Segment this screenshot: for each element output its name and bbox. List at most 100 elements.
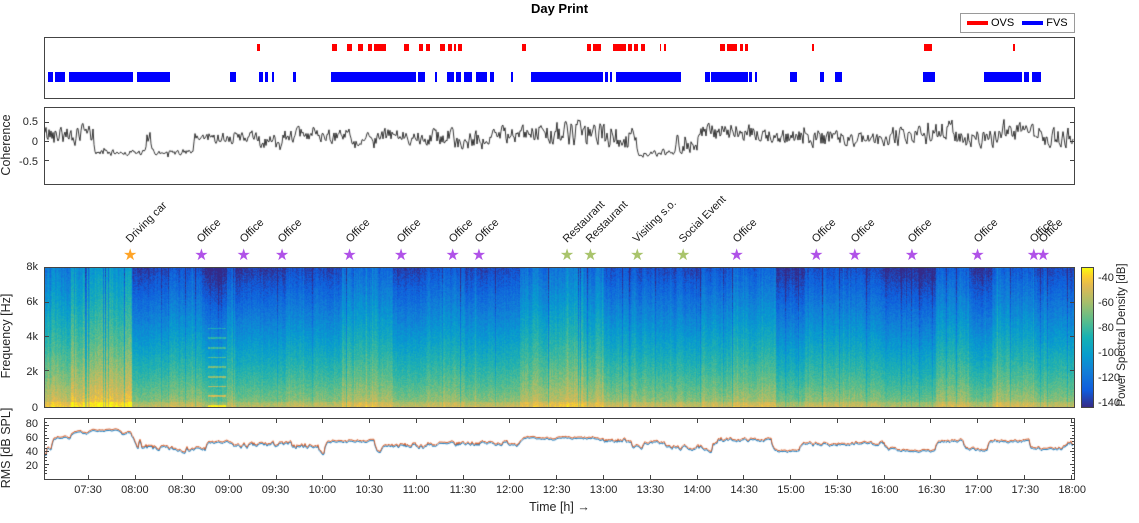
event-mark-ovs: [586, 44, 592, 51]
event-mark-fvs: [272, 72, 275, 82]
y-tick-label: 80: [25, 418, 38, 431]
x-tick: [790, 475, 792, 479]
y-tick: [1070, 336, 1074, 337]
x-tick-label: 12:30: [542, 484, 571, 496]
event-mark-fvs: [705, 72, 711, 82]
event-mark-ovs: [659, 44, 662, 51]
y-minor-tick: [45, 428, 47, 430]
y-tick: [45, 140, 49, 142]
annotation-label: Office: [446, 216, 476, 246]
y-tick: [1070, 121, 1074, 123]
x-tick-label: 12:00: [496, 484, 524, 496]
annotation-star-icon: ★: [847, 247, 862, 264]
x-tick: [1023, 475, 1025, 479]
annotation-label: Office: [275, 216, 305, 246]
x-tick: [415, 475, 417, 479]
y-tick: [1070, 370, 1074, 372]
y-minor-tick: [1072, 434, 1074, 436]
spectrogram-panel: [44, 267, 1075, 408]
annotation-star-icon: ★: [676, 247, 691, 264]
annotation-star-icon: ★: [471, 247, 487, 264]
y-minor-tick: [45, 457, 47, 459]
x-tick: [1070, 419, 1072, 423]
annotation-star-icon: ★: [729, 247, 744, 264]
event-mark-ovs: [612, 44, 617, 51]
x-tick: [743, 419, 745, 423]
time-axis-label: Time [h] →: [529, 500, 590, 514]
event-mark-ovs: [358, 44, 364, 51]
x-tick-label: 14:00: [683, 484, 712, 496]
legend-item-ovs: OVS: [967, 17, 1014, 29]
event-mark-fvs: [331, 72, 417, 82]
coherence-panel: [44, 107, 1075, 185]
y-minor-tick: [1072, 428, 1074, 430]
x-tick-label: 09:30: [261, 484, 290, 496]
x-tick: [836, 475, 838, 479]
y-minor-tick: [1072, 447, 1074, 449]
x-tick: [696, 419, 698, 423]
x-tick-label: 11:30: [449, 484, 477, 496]
x-tick: [135, 419, 137, 423]
event-mark-fvs: [455, 72, 462, 82]
y-tick: [45, 450, 49, 452]
annotation-star-icon: ★: [630, 247, 645, 264]
event-mark-fvs: [418, 72, 425, 82]
y-tick-label: 2k: [26, 366, 38, 379]
annotation-star-icon: ★: [123, 247, 138, 264]
annotation-star-icon: ★: [904, 247, 920, 264]
y-tick: [45, 463, 49, 465]
legend: OVS FVS: [960, 13, 1075, 33]
event-mark-ovs: [640, 44, 645, 51]
event-mark-ovs: [257, 44, 261, 51]
y-minor-tick: [45, 444, 47, 446]
y-minor-tick: [1072, 441, 1074, 443]
event-mark-ovs: [720, 44, 726, 51]
x-tick: [1023, 419, 1025, 423]
annotation-star-icon: ★: [445, 247, 460, 264]
annotation-star-icon: ★: [1026, 247, 1041, 264]
x-tick: [977, 475, 979, 479]
event-mark-fvs: [923, 72, 935, 82]
event-mark-fvs: [1031, 72, 1042, 82]
y-minor-tick: [1072, 444, 1074, 446]
x-tick: [790, 419, 792, 423]
event-mark-ovs: [1013, 44, 1016, 51]
event-mark-fvs: [259, 72, 263, 82]
event-mark-fvs: [984, 72, 994, 82]
event-mark-fvs: [994, 72, 1022, 82]
x-tick: [556, 475, 558, 479]
x-tick: [977, 419, 979, 423]
event-mark-fvs: [605, 72, 609, 82]
annotation-star-icon: ★: [583, 247, 598, 264]
x-tick-label: 09:00: [214, 484, 243, 496]
y-tick-label: 0: [31, 135, 38, 148]
annotation-label: Office: [343, 216, 373, 246]
annotation-label: Office: [848, 216, 878, 246]
event-mark-ovs: [664, 44, 667, 51]
event-mark-ovs: [457, 44, 463, 51]
x-tick: [602, 419, 604, 423]
event-mark-ovs: [367, 44, 373, 51]
y-minor-tick: [45, 431, 47, 433]
y-minor-tick: [45, 441, 47, 443]
event-mark-fvs: [292, 72, 296, 82]
x-tick: [322, 475, 324, 479]
y-tick-label: 20: [25, 459, 38, 472]
x-tick: [462, 475, 464, 479]
x-tick: [883, 419, 885, 423]
event-mark-ovs: [522, 44, 526, 51]
x-tick: [462, 419, 464, 423]
x-tick-label: 07:30: [74, 484, 102, 496]
colorbar: [1081, 267, 1094, 408]
x-tick: [228, 475, 230, 479]
event-mark-fvs: [749, 72, 753, 82]
x-tick-label: 17:00: [964, 484, 993, 496]
annotation-star-icon: ★: [1035, 247, 1051, 264]
y-minor-tick: [45, 447, 47, 449]
event-mark-fvs: [530, 72, 604, 82]
y-minor-tick: [45, 473, 47, 475]
legend-label-ovs: OVS: [991, 17, 1015, 29]
event-mark-ovs: [439, 44, 446, 51]
y-tick: [45, 121, 49, 123]
x-tick: [275, 475, 277, 479]
